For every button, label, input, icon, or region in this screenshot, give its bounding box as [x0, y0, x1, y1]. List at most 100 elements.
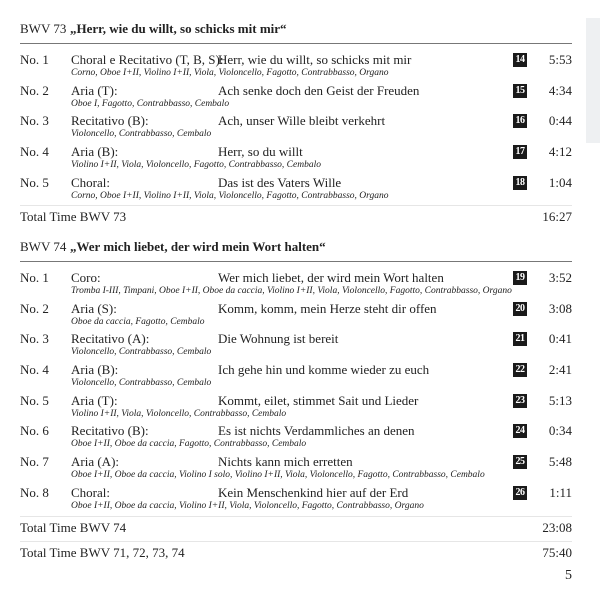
total-time-label: Total Time BWV 73 — [20, 209, 127, 225]
duration: 1:11 — [549, 484, 572, 500]
instrumentation: Violoncello, Contrabbasso, Cembalo — [71, 378, 212, 389]
track-number-badge: 22 — [513, 363, 527, 378]
movement-number: No. 7 — [20, 454, 49, 470]
movement-number: No. 4 — [20, 144, 49, 160]
page-edge-shading — [586, 18, 600, 143]
duration: 4:12 — [548, 144, 572, 160]
movement-type: Aria (B): — [71, 144, 119, 160]
track-number-badge: 21 — [513, 332, 527, 347]
movement-row: No. 2 Aria (S): Komm, komm, mein Herze ste… — [20, 301, 572, 332]
duration: 4:34 — [548, 82, 572, 98]
duration: 0:41 — [548, 331, 572, 347]
instrumentation: Violoncello, Contrabbasso, Cembalo — [71, 347, 212, 358]
duration: 3:52 — [548, 270, 572, 285]
section-bwv-73: BWV 73 „Herr, wie du willt, so schicks mi… — [20, 19, 572, 228]
movement-type: Recitativo (B): — [71, 113, 149, 129]
movement-row: No. 4 Aria (B): Ich gehe hin und komme wie… — [20, 362, 572, 393]
movement-type: Recitativo (A): — [71, 331, 150, 347]
track-number-badge: 23 — [513, 393, 527, 408]
movement-text: Ach, unser Wille bleibt verkehrt — [218, 113, 386, 129]
instrumentation: Violino I+II, Viola, Violoncello, Contra… — [71, 408, 287, 419]
total-time-row: Total Time BWV 71, 72, 73, 74 75:40 — [20, 540, 572, 564]
movement-text: Kein Menschenkind hier auf der Erd — [218, 484, 409, 500]
movement-type: Aria (T): — [71, 82, 118, 98]
instrumentation: Corno, Oboe I+II, Violino I+II, Viola, V… — [71, 190, 389, 201]
track-number-badge: 25 — [513, 455, 527, 470]
movement-row: No. 1 Choral e Recitativo (T, B, S): Herr,… — [20, 52, 572, 83]
track-number-badge: 19 — [513, 271, 527, 285]
movement-number: No. 8 — [20, 484, 49, 500]
divider — [20, 261, 572, 262]
movement-row: No. 3 Recitativo (B): Ach, unser Wille ble… — [20, 113, 572, 144]
section-heading: BWV 74 „Wer mich liebet, der wird mein Wo… — [20, 237, 572, 257]
movement-type: Aria (S): — [71, 300, 117, 316]
page-number: 5 — [565, 568, 572, 583]
movement-text: Kommt, eilet, stimmet Sait und Lieder — [218, 392, 419, 408]
instrumentation: Oboe da caccia, Fagotto, Cembalo — [71, 316, 205, 327]
track-number-badge: 18 — [513, 175, 527, 190]
section-bwv-74: BWV 74 „Wer mich liebet, der wird mein Wo… — [20, 237, 572, 564]
movement-type: Choral: — [71, 484, 110, 500]
movement-number: No. 3 — [20, 331, 49, 347]
instrumentation: Oboe I+II, Oboe da caccia, Fagotto, Cont… — [71, 439, 307, 450]
movement-number: No. 5 — [20, 392, 49, 408]
instrumentation: Violino I+II, Viola, Violoncello, Fagott… — [71, 160, 321, 171]
movement-type: Choral: — [71, 174, 110, 190]
cantata-title: „Herr, wie du willt, so schicks mit mir“ — [70, 21, 287, 36]
total-time-value: 23:08 — [542, 519, 572, 535]
duration: 5:53 — [548, 52, 572, 67]
instrumentation: Oboe I, Fagotto, Contrabbasso, Cembalo — [71, 98, 230, 109]
movement-row: No. 3 Recitativo (A): Die Wohnung ist bere… — [20, 331, 572, 362]
movement-row: No. 6 Recitativo (B): Es ist nichts Verdam… — [20, 423, 572, 454]
cantata-title: „Wer mich liebet, der wird mein Wort hal… — [70, 239, 326, 254]
movement-row: No. 8 Choral: Kein Menschenkind hier auf d… — [20, 485, 572, 516]
track-number-badge: 20 — [513, 301, 527, 316]
track-number-badge: 15 — [513, 83, 527, 98]
movement-number: No. 3 — [20, 113, 49, 129]
movement-row: No. 5 Choral: Das ist des Vaters Wille 18 1:… — [20, 175, 572, 206]
section-heading: BWV 73 „Herr, wie du willt, so schicks mi… — [20, 19, 572, 39]
movement-type: Aria (A): — [71, 454, 120, 470]
movement-text: Ich gehe hin und komme wieder zu euch — [218, 362, 430, 378]
movement-type: Choral e Recitativo (T, B, S): — [71, 52, 224, 67]
movement-text: Es ist nichts Verdammliches an denen — [218, 423, 415, 439]
duration: 1:04 — [548, 174, 572, 190]
movement-type: Coro: — [71, 270, 101, 285]
movement-text: Ach senke doch den Geist der Freuden — [218, 82, 420, 98]
track-number-badge: 26 — [513, 485, 527, 500]
total-time-row: Total Time BWV 74 23:08 — [20, 515, 572, 539]
movement-row: No. 2 Aria (T): Ach senke doch den Geist d… — [20, 83, 572, 114]
duration: 5:48 — [548, 454, 572, 470]
movement-text: Herr, wie du willt, so schicks mit mir — [218, 52, 412, 67]
movement-number: No. 6 — [20, 423, 49, 439]
movement-number: No. 1 — [20, 270, 49, 285]
duration: 2:41 — [548, 362, 572, 378]
total-time-label: Total Time BWV 74 — [20, 519, 127, 535]
divider — [20, 43, 572, 44]
instrumentation: Oboe I+II, Oboe da caccia, Violino I+II,… — [71, 500, 424, 511]
duration: 5:13 — [548, 392, 572, 408]
instrumentation: Oboe I+II, Oboe da caccia, Violino I sol… — [71, 470, 485, 481]
track-number-badge: 14 — [513, 53, 527, 67]
movement-number: No. 2 — [20, 82, 49, 98]
total-time-row: Total Time BWV 73 16:27 — [20, 205, 572, 228]
instrumentation: Violoncello, Contrabbasso, Cembalo — [71, 129, 212, 140]
total-time-value: 16:27 — [542, 209, 572, 225]
movement-row: No. 5 Aria (T): Kommt, eilet, stimmet Sait… — [20, 393, 572, 424]
movement-text: Nichts kann mich erretten — [218, 454, 353, 470]
movement-number: No. 4 — [20, 362, 49, 378]
movement-text: Herr, so du willt — [218, 144, 303, 160]
movement-number: No. 5 — [20, 174, 49, 190]
movement-text: Wer mich liebet, der wird mein Wort halt… — [218, 270, 444, 285]
bwv-number: BWV 74 — [20, 239, 67, 254]
bwv-number: BWV 73 — [20, 21, 67, 36]
movement-text: Die Wohnung ist bereit — [218, 331, 339, 347]
movement-type: Aria (T): — [71, 392, 118, 408]
movement-number: No. 1 — [20, 52, 49, 67]
track-number-badge: 16 — [513, 114, 527, 129]
duration: 3:08 — [548, 300, 572, 316]
movement-row: No. 1 Coro: Wer mich liebet, der wird mein… — [20, 270, 572, 301]
track-number-badge: 24 — [513, 424, 527, 439]
movement-type: Recitativo (B): — [71, 423, 149, 439]
movement-text: Komm, komm, mein Herze steht dir offen — [218, 300, 437, 316]
